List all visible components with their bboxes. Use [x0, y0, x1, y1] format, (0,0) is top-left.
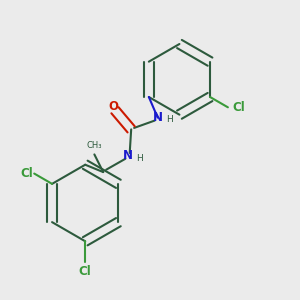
Text: Cl: Cl — [20, 167, 33, 180]
Text: N: N — [123, 149, 133, 162]
Text: Cl: Cl — [232, 101, 245, 114]
Text: H: H — [166, 116, 173, 124]
Text: H: H — [136, 154, 143, 163]
Text: N: N — [153, 111, 163, 124]
Text: Cl: Cl — [79, 265, 92, 278]
Text: O: O — [109, 100, 118, 113]
Text: CH₃: CH₃ — [87, 141, 102, 150]
